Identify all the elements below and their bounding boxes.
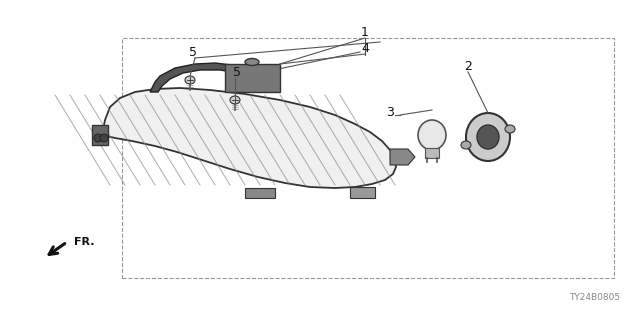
- Ellipse shape: [230, 96, 240, 104]
- Polygon shape: [245, 188, 275, 198]
- Text: 2: 2: [464, 60, 472, 74]
- Text: 3: 3: [386, 106, 394, 118]
- Polygon shape: [350, 187, 375, 198]
- Text: 1: 1: [361, 27, 369, 39]
- Polygon shape: [150, 63, 272, 92]
- Ellipse shape: [505, 125, 515, 133]
- Circle shape: [100, 134, 108, 142]
- Text: 5: 5: [189, 45, 197, 59]
- Polygon shape: [102, 88, 396, 188]
- Text: FR.: FR.: [74, 237, 95, 247]
- Circle shape: [94, 134, 102, 142]
- Polygon shape: [390, 149, 415, 165]
- Text: TY24B0805: TY24B0805: [569, 293, 620, 302]
- Ellipse shape: [477, 125, 499, 149]
- Polygon shape: [225, 64, 280, 92]
- Polygon shape: [92, 125, 108, 145]
- Bar: [122, 38, 614, 278]
- Ellipse shape: [466, 113, 510, 161]
- Text: 4: 4: [361, 42, 369, 54]
- Text: 5: 5: [233, 66, 241, 78]
- Bar: [425, 148, 439, 158]
- Ellipse shape: [185, 76, 195, 84]
- Ellipse shape: [461, 141, 471, 149]
- Ellipse shape: [245, 59, 259, 66]
- Ellipse shape: [418, 120, 446, 150]
